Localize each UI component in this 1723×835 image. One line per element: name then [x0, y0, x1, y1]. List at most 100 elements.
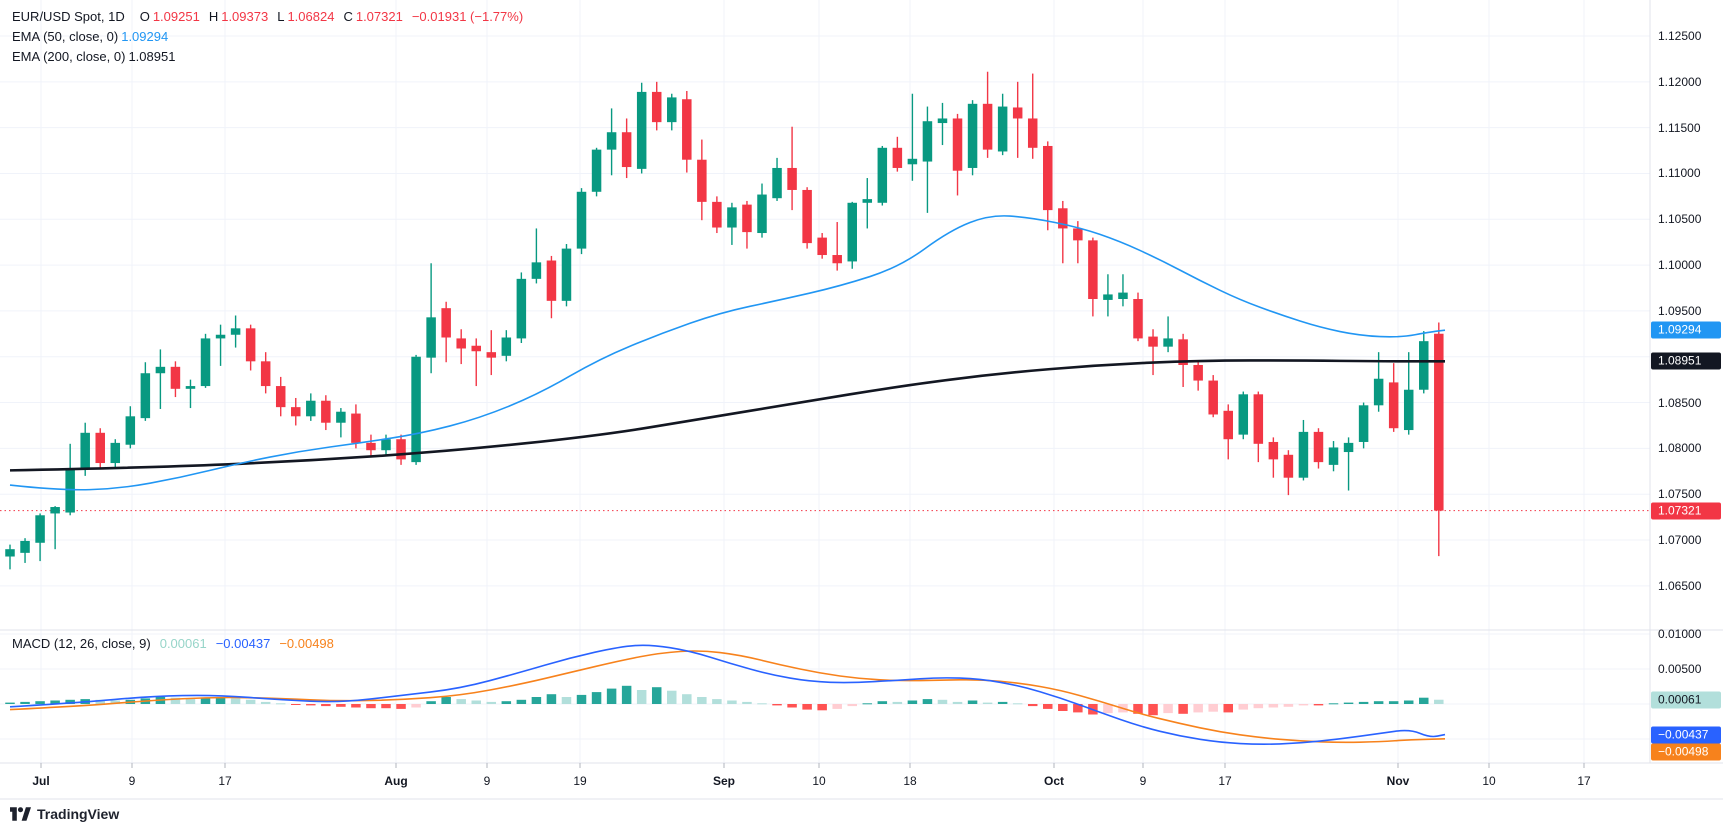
candle — [952, 113, 963, 196]
tradingview-logo[interactable]: TradingView — [10, 806, 119, 822]
macd-histogram-bar — [291, 704, 301, 705]
candle-body — [230, 328, 241, 335]
candle-body — [621, 132, 632, 168]
candle-body — [170, 366, 181, 389]
candle — [1328, 441, 1339, 472]
candle — [727, 202, 737, 245]
candle — [80, 422, 90, 476]
candle — [1268, 437, 1279, 478]
candle — [591, 147, 602, 197]
macd-histogram-bar — [110, 700, 121, 704]
macd-line-value: −0.00437 — [215, 636, 271, 651]
candle — [697, 139, 707, 221]
candle — [1343, 437, 1354, 491]
candle-body — [862, 199, 873, 203]
candle-body — [1208, 380, 1218, 415]
candle — [321, 395, 331, 431]
candle-body — [306, 400, 316, 417]
macd-histogram-bar — [65, 699, 75, 704]
candle — [1358, 402, 1369, 449]
candle — [531, 228, 542, 284]
time-tick-label: 19 — [573, 774, 587, 788]
candle-body — [997, 106, 1008, 152]
candle — [260, 352, 271, 394]
macd-histogram-bar — [531, 697, 542, 704]
candle-body — [441, 308, 451, 338]
candle — [336, 408, 346, 438]
candle-body — [982, 103, 993, 150]
macd-histogram-bar — [1178, 704, 1188, 714]
candle — [351, 404, 361, 449]
macd-histogram-bar — [1283, 704, 1294, 707]
candle-body — [215, 334, 226, 339]
macd-histogram-bar — [351, 704, 361, 708]
ema50-label[interactable]: EMA (50, close, 0) — [12, 29, 119, 44]
price-tick-label: 1.12500 — [1658, 29, 1702, 43]
macd-histogram-bar — [230, 698, 241, 704]
candle — [967, 100, 978, 176]
candle-body — [1043, 145, 1053, 211]
macd-histogram-bar — [486, 701, 497, 704]
candle-body — [321, 400, 331, 423]
macd-histogram-bar — [245, 699, 256, 704]
macd-histogram-bar — [336, 704, 346, 707]
macd-histogram-bar — [1163, 704, 1173, 714]
macd-histogram-bar — [1043, 704, 1053, 709]
macd-histogram-bar — [907, 700, 918, 704]
candle-body — [802, 189, 812, 244]
candle — [757, 183, 767, 238]
candle — [1163, 316, 1173, 353]
low-label: L — [277, 9, 285, 24]
symbol-title[interactable]: EUR/USD Spot, 1D — [12, 9, 125, 24]
candle — [1283, 450, 1294, 496]
candle — [306, 393, 316, 421]
candle — [1103, 274, 1113, 317]
candle-body — [1253, 394, 1264, 444]
macd-histogram-bar — [967, 700, 978, 704]
candle — [456, 329, 466, 365]
candle-body — [1133, 299, 1143, 339]
candle — [230, 315, 241, 348]
candle — [1027, 73, 1038, 159]
candle — [1298, 419, 1309, 481]
candle-body — [1358, 405, 1369, 442]
time-tick-label: 18 — [903, 774, 917, 788]
macd-histogram-bar — [1268, 704, 1279, 708]
candle — [922, 106, 933, 213]
candle — [110, 439, 121, 469]
macd-histogram-bar — [937, 699, 948, 704]
price-tick-label: 1.09500 — [1658, 303, 1702, 318]
macd-histogram-bar — [576, 694, 587, 704]
macd-hist-value: 0.00061 — [159, 636, 207, 651]
candle-body — [561, 248, 572, 301]
ema50-line — [9, 215, 1446, 491]
candle-body — [546, 260, 557, 301]
macd-histogram-bar — [651, 687, 662, 704]
candle-body — [952, 118, 963, 171]
candle-body — [817, 237, 827, 256]
macd-histogram-bar — [366, 704, 376, 709]
candle-body — [1223, 410, 1233, 440]
candle-body — [426, 317, 436, 358]
macd-histogram-bar — [1253, 704, 1264, 709]
candle-body — [1238, 394, 1249, 435]
candle — [516, 272, 527, 343]
candle-body — [486, 352, 497, 358]
open-value: 1.09251 — [152, 9, 200, 24]
close-label: C — [343, 9, 353, 24]
time-tick-label: 9 — [1139, 774, 1147, 788]
macd-histogram-bar — [1103, 704, 1113, 714]
macd-label[interactable]: MACD (12, 26, close, 9) — [12, 636, 151, 651]
candle-body — [366, 442, 376, 451]
ema200-label[interactable]: EMA (200, close, 0) — [12, 49, 126, 64]
candle-body — [260, 361, 271, 387]
candle — [576, 188, 587, 255]
macd-histogram-bar — [757, 703, 767, 705]
candle — [170, 361, 181, 398]
candle-body — [1388, 382, 1399, 429]
candle-body — [1163, 338, 1173, 347]
macd-histogram-bar — [636, 690, 647, 704]
candle — [426, 263, 436, 374]
macd-histogram-bar — [1373, 701, 1384, 704]
